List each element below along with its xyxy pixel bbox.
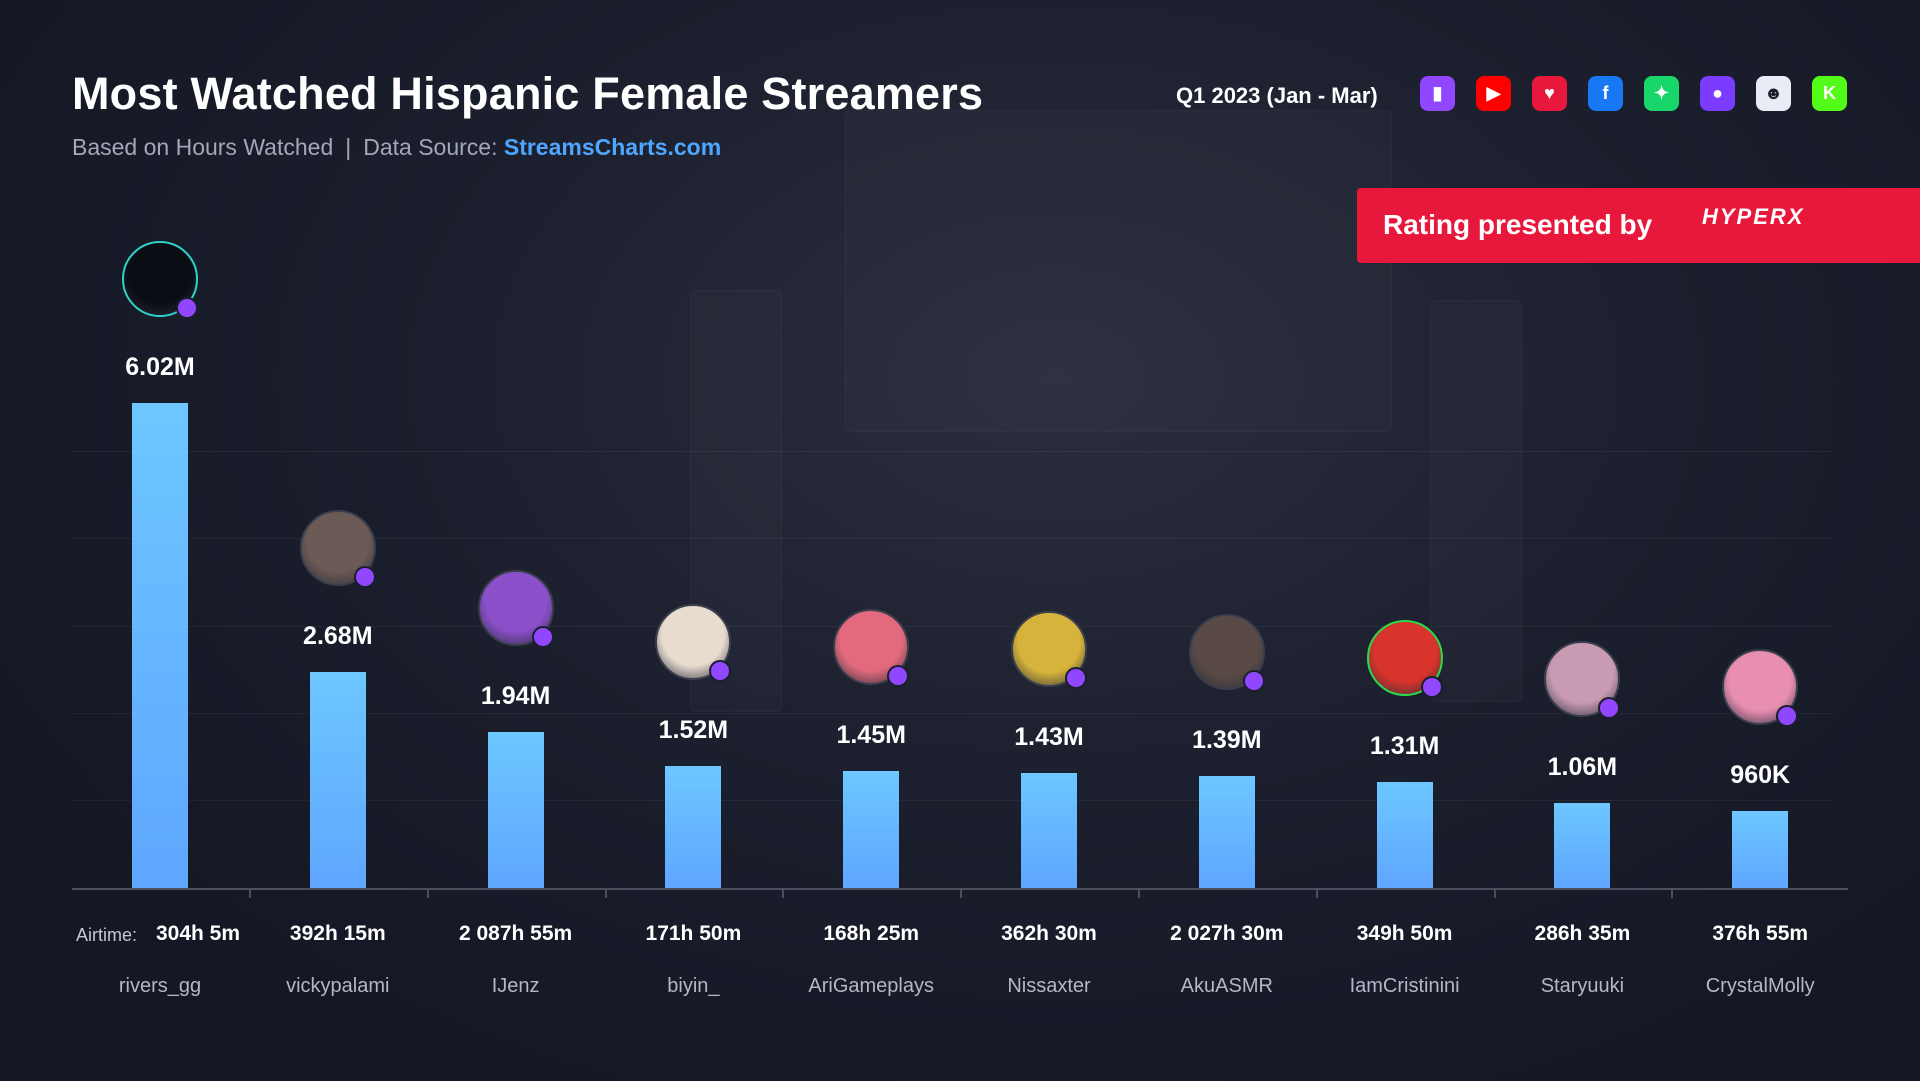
ghost-icon: ☻ bbox=[1756, 76, 1791, 111]
streamer-name[interactable]: IamCristinini bbox=[1349, 975, 1460, 997]
airtime-value: 2 027h 30m bbox=[1170, 922, 1284, 945]
hyperx-logo: HYPERX bbox=[1702, 204, 1805, 229]
twitch-badge-icon bbox=[1242, 670, 1265, 692]
bar-biyin_[interactable] bbox=[665, 765, 722, 888]
grid-line bbox=[72, 712, 1832, 714]
twitch-badge-icon bbox=[1065, 666, 1087, 689]
platform-icons: ▮ ▶ ♥ f ✦ ● ☻ K bbox=[1420, 76, 1847, 111]
airtime-value: 349h 50m bbox=[1356, 922, 1453, 945]
x-axis-line bbox=[72, 888, 1848, 890]
value-label: 1.06M bbox=[1547, 752, 1618, 781]
twitch-badge-icon bbox=[176, 297, 198, 319]
subtitle-text: Based on Hours Watched bbox=[72, 134, 334, 160]
streamer-name[interactable]: CrystalMolly bbox=[1705, 975, 1815, 997]
background-monitor-shape bbox=[845, 110, 1392, 432]
bar-Staryuuki[interactable] bbox=[1554, 802, 1611, 888]
chart-title: Most Watched Hispanic Female Streamers bbox=[72, 68, 984, 119]
value-label: 1.94M bbox=[480, 681, 551, 710]
x-axis-tick bbox=[960, 888, 963, 898]
bar-rivers_gg[interactable] bbox=[132, 403, 188, 888]
airtime-value: 304h 5m bbox=[155, 922, 241, 945]
kick-icon: K bbox=[1812, 76, 1847, 111]
bar-AriGameplays[interactable] bbox=[843, 771, 900, 888]
value-label: 1.31M bbox=[1369, 732, 1440, 761]
value-label: 2.68M bbox=[303, 622, 373, 651]
airtime-value: 362h 30m bbox=[1001, 922, 1097, 945]
source-link[interactable]: StreamsCharts.com bbox=[503, 134, 722, 160]
twitch-badge-icon bbox=[1420, 676, 1443, 699]
value-label: 960K bbox=[1730, 760, 1791, 789]
twitch-badge-icon bbox=[1776, 704, 1799, 727]
twitch-icon: ▮ bbox=[1420, 76, 1455, 111]
sponsor-text: Rating presented by bbox=[1383, 209, 1653, 240]
value-label: 1.52M bbox=[658, 715, 729, 744]
bar-vickypalami[interactable] bbox=[309, 672, 366, 888]
airtime-label: Airtime: bbox=[76, 925, 138, 945]
subtitle-separator: | bbox=[345, 134, 352, 160]
bar-IJenz[interactable] bbox=[487, 731, 544, 888]
source-label: Data Source: bbox=[363, 134, 498, 160]
airtime-value: 171h 50m bbox=[645, 922, 742, 945]
x-axis-tick bbox=[782, 888, 785, 898]
bar-CrystalMolly[interactable] bbox=[1732, 810, 1789, 888]
streamer-name[interactable]: vickypalami bbox=[286, 975, 390, 997]
value-label: 1.43M bbox=[1014, 722, 1084, 751]
value-label: 1.39M bbox=[1192, 726, 1262, 754]
grid-line bbox=[72, 800, 1832, 802]
x-axis-tick bbox=[1315, 888, 1318, 898]
grid-line bbox=[72, 451, 1832, 452]
streamer-name[interactable]: Nissaxter bbox=[1007, 975, 1091, 997]
airtime-value: 376h 55m bbox=[1712, 922, 1809, 945]
youtube-icon: ▶ bbox=[1476, 76, 1511, 111]
value-label: 6.02M bbox=[125, 353, 195, 381]
bar-Nissaxter[interactable] bbox=[1021, 772, 1077, 888]
background-speaker-shape bbox=[1430, 300, 1522, 702]
airtime-value: 392h 15m bbox=[289, 922, 386, 945]
airtime-value: 168h 25m bbox=[823, 922, 920, 945]
value-label: 1.45M bbox=[836, 721, 906, 750]
twitch-badge-icon bbox=[353, 566, 376, 589]
twitch-badge-icon bbox=[1598, 696, 1621, 719]
streamer-name[interactable]: rivers_gg bbox=[118, 975, 202, 997]
twitch-badge-icon bbox=[887, 665, 910, 688]
grid-line bbox=[72, 625, 1832, 627]
streamer-name[interactable]: AriGameplays bbox=[808, 975, 934, 997]
chart-subtitle: Based on Hours Watched | Data Source: Stre… bbox=[72, 134, 721, 161]
twitch-badge-icon bbox=[709, 659, 732, 682]
x-axis-tick bbox=[604, 888, 607, 898]
sponsor-banner[interactable]: Rating presented by HYPERX bbox=[1357, 188, 1920, 263]
streamer-name[interactable]: IJenz bbox=[491, 975, 540, 997]
streamer-name[interactable]: AkuASMR bbox=[1180, 975, 1273, 997]
bar-IamCristinini[interactable] bbox=[1376, 782, 1433, 888]
x-axis-tick bbox=[1493, 888, 1496, 898]
x-axis-tick bbox=[248, 888, 251, 898]
x-axis-tick bbox=[1671, 888, 1674, 898]
streamer-name[interactable]: Staryuuki bbox=[1540, 975, 1625, 997]
airtime-value: 2 087h 55m bbox=[458, 922, 573, 945]
streamer-name[interactable]: biyin_ bbox=[667, 975, 720, 997]
period-label: Q1 2023 (Jan - Mar) bbox=[1176, 83, 1378, 108]
bar-AkuASMR[interactable] bbox=[1198, 776, 1255, 888]
grid-line bbox=[72, 538, 1832, 540]
facebook-icon: f bbox=[1588, 76, 1623, 111]
twitch-badge-icon bbox=[531, 625, 554, 648]
airtime-value: 286h 35m bbox=[1534, 922, 1631, 945]
nimo-icon: ● bbox=[1700, 76, 1735, 111]
trovo-icon: ✦ bbox=[1644, 76, 1679, 111]
x-axis-tick bbox=[426, 888, 429, 898]
heart-icon: ♥ bbox=[1532, 76, 1567, 111]
x-axis-tick bbox=[1137, 888, 1140, 898]
